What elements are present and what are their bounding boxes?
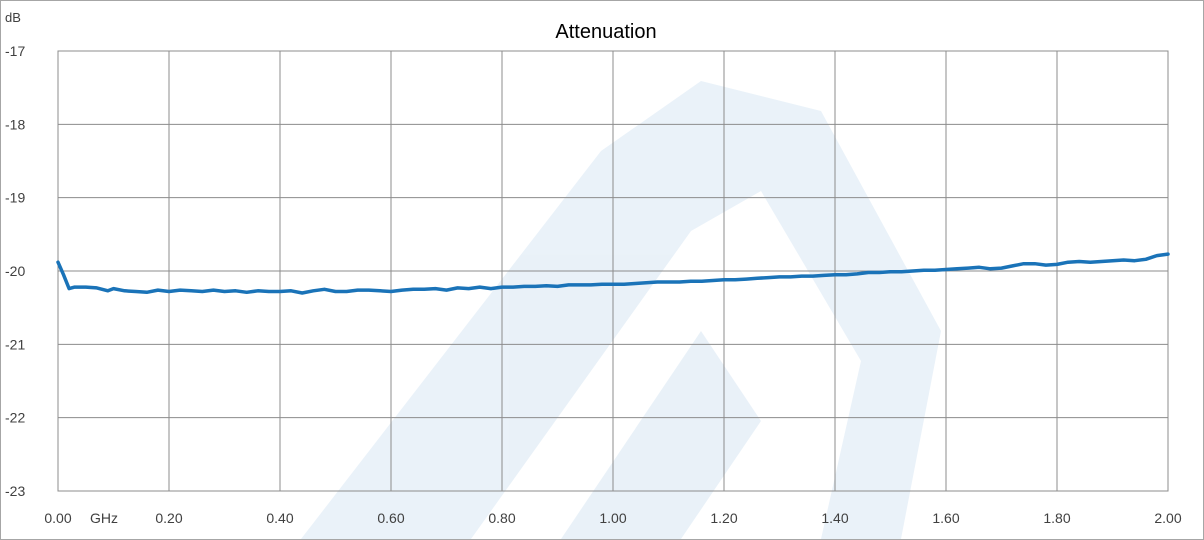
x-tick-label: 1.80 [1043, 510, 1070, 526]
y-tick-label: -17 [5, 43, 25, 59]
x-tick-label: 1.60 [932, 510, 959, 526]
series-line-attenuation [56, 252, 1170, 295]
watermark-logo [301, 81, 941, 539]
grid-lines [57, 50, 1169, 492]
x-tick-label: 1.00 [599, 510, 626, 526]
x-axis-unit-label: GHz [90, 510, 118, 526]
y-tick-label: -21 [5, 336, 25, 352]
labels-layer: Attenuation dB GHz -17 -18 -19 -20 -21 -22 -23… [5, 10, 1182, 526]
y-tick-label: -22 [5, 410, 25, 426]
y-tick-label: -18 [5, 116, 25, 132]
x-tick-label: 0.80 [488, 510, 515, 526]
x-tick-label: 0.00 [44, 510, 71, 526]
x-tick-label: 1.40 [821, 510, 848, 526]
x-tick-label: 2.00 [1154, 510, 1181, 526]
chart-title: Attenuation [555, 21, 656, 43]
axes [57, 50, 1169, 492]
y-axis-unit-label: dB [5, 10, 21, 25]
x-tick-label: 0.60 [377, 510, 404, 526]
y-tick-label: -19 [5, 190, 25, 206]
series-layer [56, 252, 1170, 295]
y-tick-label: -20 [5, 263, 25, 279]
y-tick-label: -23 [5, 483, 25, 499]
plot-area-border [57, 50, 1169, 492]
x-tick-label: 1.20 [710, 510, 737, 526]
x-tick-label: 0.40 [266, 510, 293, 526]
x-tick-label: 0.20 [155, 510, 182, 526]
